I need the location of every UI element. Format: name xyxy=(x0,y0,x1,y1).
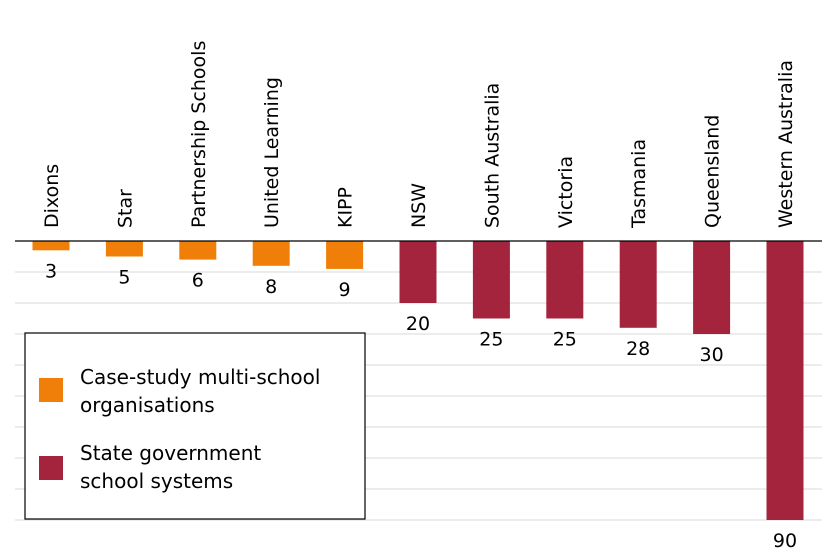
bar-queensland xyxy=(693,241,731,334)
category-labels: Dixons Star Partnership Schools United Lear… xyxy=(41,41,797,229)
bars xyxy=(32,241,804,520)
value-label-star: 5 xyxy=(118,267,130,289)
category-label-star: Star xyxy=(114,189,136,228)
category-label-united-learning: United Learning xyxy=(261,77,283,228)
category-label-tasmania: Tasmania xyxy=(628,139,650,229)
category-label-dixons: Dixons xyxy=(41,164,63,228)
category-label-nsw: NSW xyxy=(408,183,430,228)
bar-nsw xyxy=(399,241,437,303)
legend-label-state-government: State government school systems xyxy=(80,441,268,493)
bar-united-learning xyxy=(252,241,290,266)
value-label-south-australia: 25 xyxy=(479,329,503,351)
legend-label-state-government-line1: State government xyxy=(80,441,261,465)
bar-star xyxy=(105,241,143,257)
legend-label-state-government-line2: school systems xyxy=(80,469,233,493)
value-labels: 3 5 6 8 9 20 25 25 28 30 90 xyxy=(45,260,797,548)
legend-swatch-case-study xyxy=(39,378,63,402)
value-label-tasmania: 28 xyxy=(626,338,650,360)
legend: Case-study multi-school organisations St… xyxy=(24,332,366,520)
value-label-western-australia: 90 xyxy=(773,530,797,548)
category-label-kipp: KIPP xyxy=(335,187,357,228)
bar-south-australia xyxy=(472,241,510,319)
bar-partnership-schools xyxy=(179,241,217,260)
category-label-partnership-schools: Partnership Schools xyxy=(188,41,210,228)
legend-label-case-study-line2: organisations xyxy=(80,393,215,417)
value-label-partnership-schools: 6 xyxy=(192,270,204,292)
value-label-united-learning: 8 xyxy=(265,276,277,298)
bar-victoria xyxy=(546,241,584,319)
bar-western-australia xyxy=(766,241,804,520)
bar-kipp xyxy=(326,241,364,269)
category-label-western-australia: Western Australia xyxy=(775,60,797,228)
category-label-south-australia: South Australia xyxy=(481,83,503,228)
legend-label-case-study-line1: Case-study multi-school xyxy=(80,365,320,389)
bar-tasmania xyxy=(619,241,657,328)
value-label-queensland: 30 xyxy=(700,344,724,366)
bar-dixons xyxy=(32,241,70,251)
value-label-kipp: 9 xyxy=(339,279,351,301)
category-label-queensland: Queensland xyxy=(702,115,724,228)
legend-label-case-study: Case-study multi-school organisations xyxy=(80,365,327,417)
legend-swatch-state-government xyxy=(39,456,63,480)
value-label-victoria: 25 xyxy=(553,329,577,351)
category-label-victoria: Victoria xyxy=(555,156,577,228)
value-label-dixons: 3 xyxy=(45,260,57,282)
legend-box xyxy=(24,332,366,520)
value-label-nsw: 20 xyxy=(406,313,430,335)
